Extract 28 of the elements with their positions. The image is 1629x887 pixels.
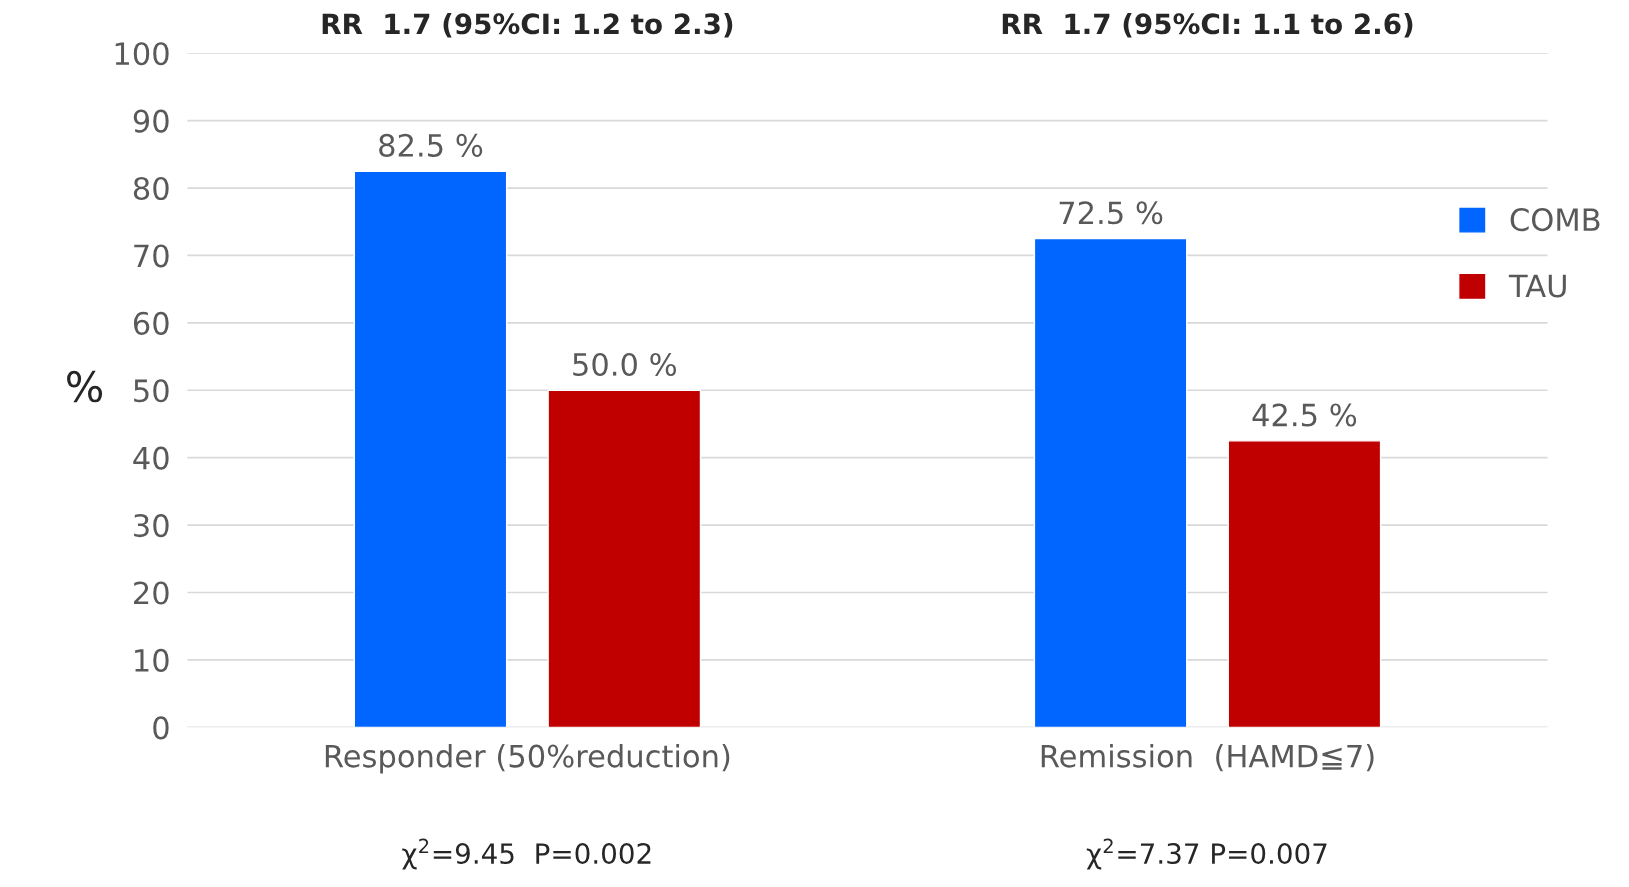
data-label: 72.5 %	[1059, 201, 1163, 225]
y-tick-label: 100	[115, 42, 169, 66]
text: χ$^{2}$=9.45 P=0.002	[402, 838, 651, 870]
y-tick-label: 0	[153, 716, 169, 740]
bar	[1227, 440, 1382, 728]
x-tick-label: Responder (50%reduction)	[325, 744, 730, 774]
bar	[1033, 237, 1188, 728]
text: RR 1.7 (95%CI: 1.2 to 2.3)	[322, 12, 733, 38]
y-tick-label: 40	[133, 446, 169, 470]
x-tick-label: Remission (HAMD≦7)	[1041, 744, 1374, 772]
y-tick-label: 30	[134, 514, 169, 538]
y-tick-label: 70	[134, 244, 169, 268]
y-axis-title: %	[67, 370, 103, 403]
y-tick-label: 60	[133, 311, 169, 335]
data-label: 42.5 %	[1252, 403, 1357, 427]
text: χ$^{2}$=7.37 P=0.007	[1086, 838, 1327, 870]
text: RR 1.7 (95%CI: 1.1 to 2.6)	[1002, 12, 1413, 38]
bar	[547, 389, 702, 728]
data-label: 50.0 %	[573, 352, 677, 377]
bar	[353, 170, 508, 728]
data-label: 82.5 %	[379, 133, 483, 157]
legend-label: TAU	[1508, 274, 1566, 298]
y-tick-label: 90	[133, 109, 169, 133]
legend-label: COMB	[1510, 208, 1600, 232]
y-tick-label: 20	[134, 581, 169, 605]
y-tick-label: 10	[135, 648, 169, 672]
y-tick-label: 50	[134, 379, 169, 403]
y-tick-label: 80	[133, 176, 169, 201]
